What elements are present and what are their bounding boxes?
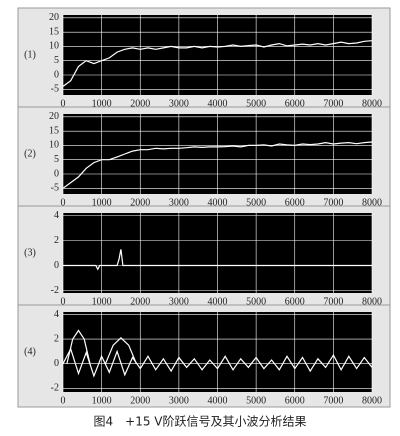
x-tick-label: 2000: [130, 296, 150, 307]
x-tick-label: 7000: [323, 395, 343, 406]
panel-label: (1): [24, 49, 36, 60]
y-tick-label: 2: [54, 235, 59, 246]
x-tick-label: 3000: [169, 98, 189, 109]
x-tick-label: 6000: [285, 296, 305, 307]
y-tick-label: -5: [51, 183, 59, 194]
x-tick-label: 2000: [130, 395, 150, 406]
x-tick-label: 4000: [208, 395, 228, 406]
y-tick-label: 0: [54, 168, 59, 179]
x-tick-label: 0: [61, 197, 66, 208]
x-tick-label: 2000: [130, 98, 150, 109]
x-tick-label: 1000: [92, 197, 112, 208]
y-tick-label: 4: [54, 309, 59, 320]
panel-label: (4): [24, 346, 36, 357]
y-tick-label: 0: [54, 260, 59, 271]
y-tick-label: 5: [54, 55, 59, 66]
y-tick-label: 20: [49, 12, 59, 23]
x-tick-label: 4000: [208, 98, 228, 109]
y-tick-label: 20: [49, 111, 59, 122]
x-tick-label: 7000: [323, 197, 343, 208]
panel-label: (2): [24, 148, 36, 159]
x-tick-label: 0: [61, 98, 66, 109]
x-tick-label: 1000: [92, 395, 112, 406]
y-tick-label: 4: [54, 210, 59, 221]
y-tick-label: 0: [54, 358, 59, 369]
x-tick-label: 5000: [246, 395, 266, 406]
x-tick-label: 2000: [130, 197, 150, 208]
x-tick-label: 5000: [246, 197, 266, 208]
signal-line: [66, 329, 91, 364]
x-tick-label: 1000: [92, 98, 112, 109]
signal-line: [62, 141, 373, 189]
signal-line: [62, 40, 373, 87]
x-tick-label: 8000: [362, 296, 382, 307]
x-tick-label: 6000: [285, 197, 305, 208]
y-tick-label: -2: [51, 383, 59, 394]
y-tick-label: 0: [54, 69, 59, 80]
signal-line: [63, 249, 372, 271]
x-tick-label: 6000: [285, 98, 305, 109]
x-tick-label: 8000: [362, 98, 382, 109]
x-tick-label: 4000: [208, 296, 228, 307]
y-tick-label: 5: [54, 154, 59, 165]
panel-label: (3): [24, 247, 36, 258]
y-tick-label: -5: [51, 84, 59, 95]
x-tick-label: 7000: [323, 98, 343, 109]
y-tick-label: 10: [49, 140, 59, 151]
caption: 图4 +15 V阶跃信号及其小波分析结果: [94, 415, 307, 429]
x-tick-label: 5000: [246, 98, 266, 109]
x-tick-label: 8000: [362, 395, 382, 406]
x-tick-label: 5000: [246, 296, 266, 307]
x-tick-label: 3000: [169, 395, 189, 406]
x-tick-label: 4000: [208, 197, 228, 208]
y-tick-label: -2: [51, 285, 59, 296]
x-tick-label: 6000: [285, 395, 305, 406]
signal-line: [62, 347, 373, 378]
x-tick-label: 7000: [323, 296, 343, 307]
x-tick-label: 3000: [169, 296, 189, 307]
x-tick-label: 0: [61, 296, 66, 307]
x-tick-label: 3000: [169, 197, 189, 208]
y-tick-label: 2: [54, 333, 59, 344]
signal-line: [104, 336, 137, 364]
x-tick-label: 0: [61, 395, 66, 406]
y-tick-label: 15: [49, 125, 59, 136]
x-tick-label: 8000: [362, 197, 382, 208]
y-tick-label: 15: [49, 26, 59, 37]
x-tick-label: 1000: [92, 296, 112, 307]
y-tick-label: 10: [49, 41, 59, 52]
